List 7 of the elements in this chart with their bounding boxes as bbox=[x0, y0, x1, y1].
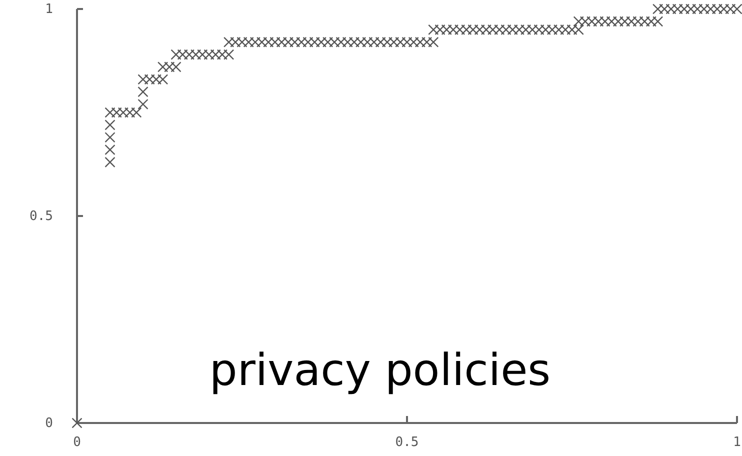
x-tick-label: 1 bbox=[733, 435, 741, 450]
x-tick-label: 0.5 bbox=[395, 435, 419, 450]
annotation: privacy policies bbox=[209, 345, 551, 396]
y-tick-label: 1 bbox=[45, 2, 53, 18]
x-tick-label: 0 bbox=[73, 435, 81, 450]
y-tick-label: 0 bbox=[45, 416, 53, 432]
y-tick-label: 0.5 bbox=[30, 209, 53, 224]
